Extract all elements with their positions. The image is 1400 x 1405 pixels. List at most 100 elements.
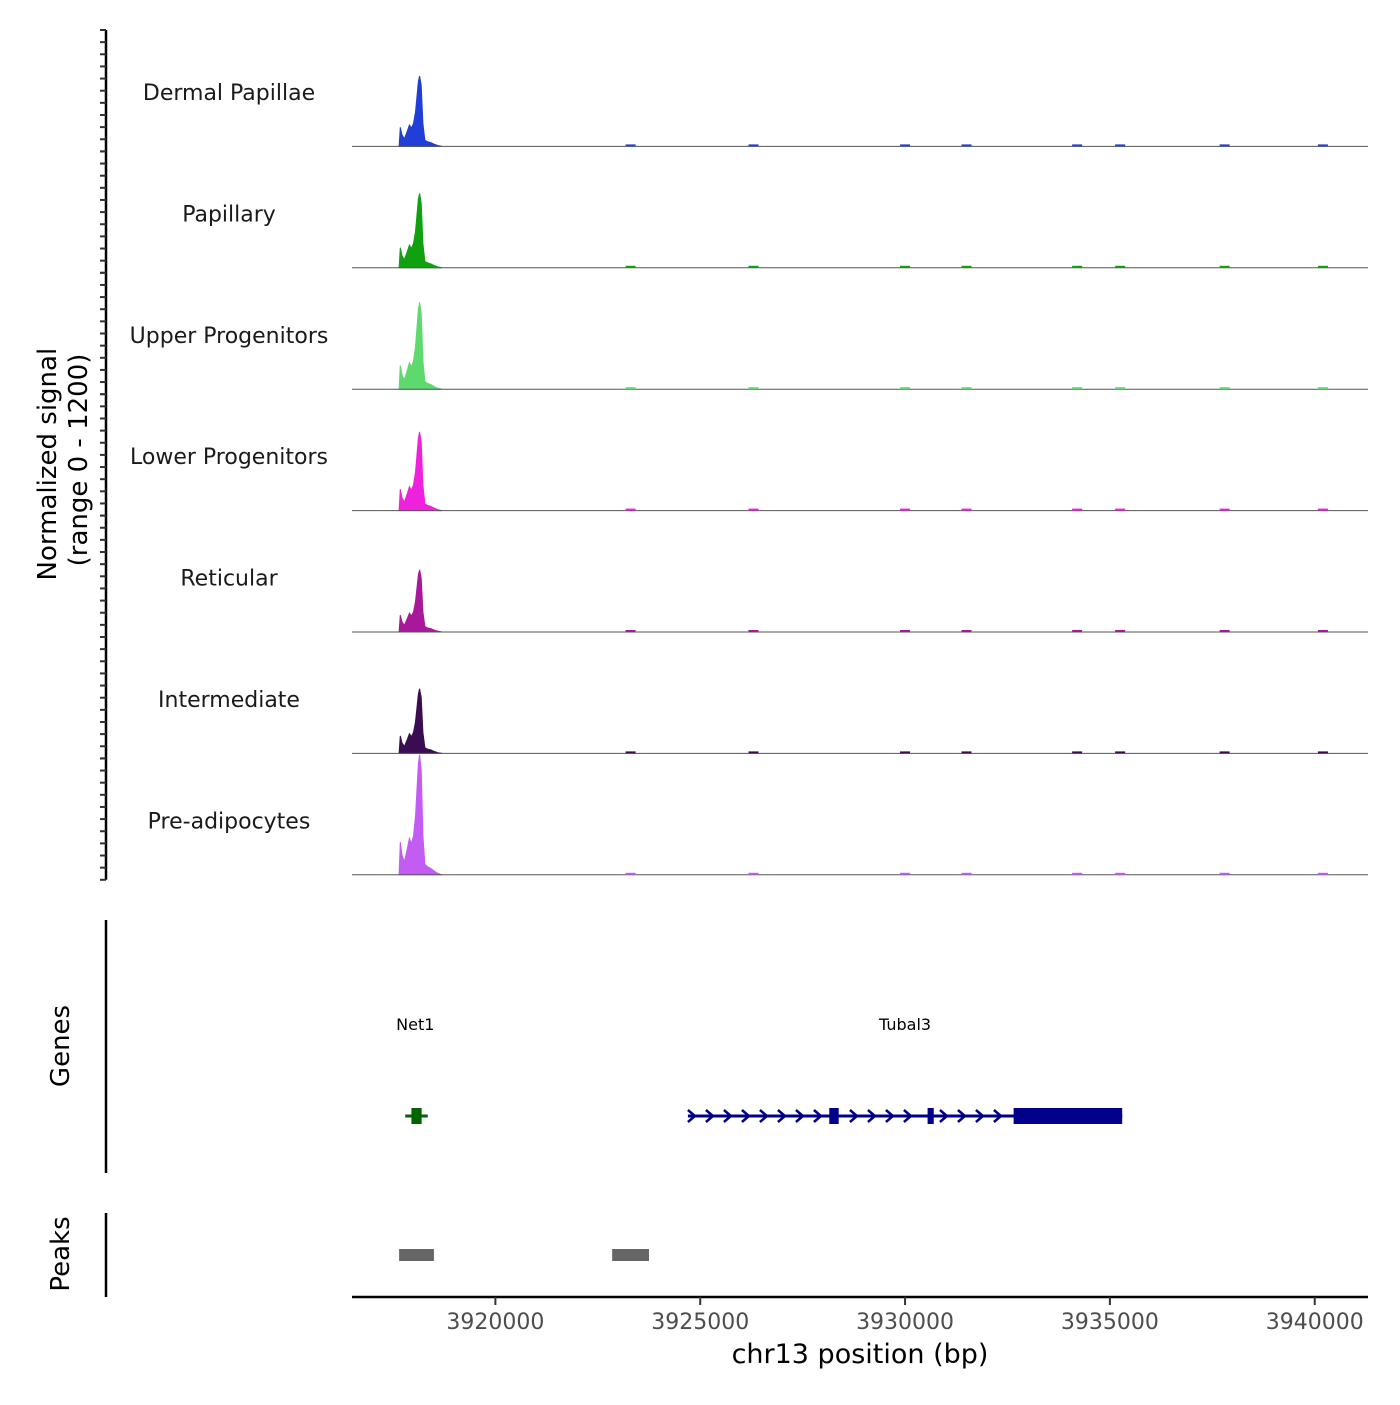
coverage-blip — [961, 265, 972, 268]
coverage-blip — [1115, 265, 1126, 268]
coverage-blip — [748, 265, 759, 268]
track-label: Reticular — [180, 567, 278, 592]
coverage-blip — [1219, 144, 1230, 147]
coverage-blip — [748, 872, 759, 875]
gene-net1: Net1 — [396, 1015, 434, 1124]
coverage-blip — [748, 508, 759, 511]
coverage-blip — [1115, 630, 1126, 632]
gene-tubal3: Tubal3 — [687, 1015, 1123, 1124]
peaks-panel: Peaks — [46, 1213, 650, 1297]
coverage-tracks: Dermal Papillae Papillary Upper Progenitor… — [100, 29, 1368, 881]
strand-chevron — [849, 1109, 859, 1123]
strand-chevron — [903, 1109, 913, 1123]
track-pre-adipocytes: Pre-adipocytes — [148, 754, 1368, 876]
coverage-blip — [1115, 144, 1126, 147]
coverage-blip — [1317, 387, 1328, 390]
coverage-blip — [900, 630, 911, 632]
coverage-blip — [1317, 751, 1328, 754]
x-tick-label: 3925000 — [651, 1310, 749, 1335]
x-axis-title: chr13 position (bp) — [732, 1339, 989, 1370]
coverage-blip — [625, 144, 636, 147]
strand-chevron — [759, 1109, 769, 1123]
coverage-blip — [748, 387, 759, 390]
strand-chevron — [885, 1109, 895, 1123]
track-label: Upper Progenitors — [130, 324, 329, 349]
coverage-blip — [1072, 630, 1083, 632]
track-lower-progenitors: Lower Progenitors — [130, 431, 1368, 512]
coverage-area — [398, 431, 443, 512]
coverage-blip — [1219, 508, 1230, 511]
coverage-area — [398, 569, 443, 633]
coverage-blip — [625, 872, 636, 875]
x-tick-label: 3920000 — [446, 1310, 544, 1335]
strand-chevron — [813, 1109, 823, 1123]
coverage-blip — [961, 630, 972, 632]
coverage-blip — [625, 751, 636, 754]
track-label: Lower Progenitors — [130, 445, 328, 470]
track-reticular: Reticular — [180, 567, 1368, 633]
strand-chevron — [795, 1109, 805, 1123]
strand-chevron — [777, 1109, 787, 1123]
track-label: Pre-adipocytes — [148, 809, 311, 834]
coverage-blip — [900, 751, 911, 754]
x-tick-label: 3930000 — [856, 1310, 954, 1335]
track-label: Papillary — [182, 202, 276, 227]
y-axis-title: Normalized signal (range 0 - 1200) — [33, 340, 94, 581]
strand-chevron — [939, 1109, 949, 1123]
strand-chevron — [741, 1109, 751, 1123]
y-axis-title-line-2: (range 0 - 1200) — [64, 354, 94, 567]
coverage-blip — [961, 144, 972, 147]
peak-region — [399, 1249, 434, 1261]
track-intermediate: Intermediate — [158, 688, 1368, 754]
coverage-blip — [961, 751, 972, 754]
coverage-blip — [1072, 144, 1083, 147]
coverage-blip — [625, 630, 636, 632]
coverage-blip — [1072, 872, 1083, 875]
coverage-blip — [625, 265, 636, 268]
coverage-blip — [1072, 751, 1083, 754]
strand-chevron — [687, 1109, 697, 1123]
coverage-blip — [748, 630, 759, 632]
coverage-blip — [625, 508, 636, 511]
coverage-blip — [900, 144, 911, 147]
gene-exon — [411, 1108, 422, 1124]
coverage-area — [398, 75, 443, 147]
strand-chevron — [993, 1109, 1003, 1123]
coverage-blip — [1115, 387, 1126, 390]
x-tick-label: 3935000 — [1061, 1310, 1159, 1335]
track-label: Intermediate — [158, 688, 300, 713]
genes-panel: Genes Net1 Tubal3 — [46, 920, 1123, 1173]
strand-chevron — [705, 1109, 715, 1123]
coverage-blip — [1317, 508, 1328, 511]
x-tick-label: 3940000 — [1266, 1310, 1364, 1335]
gene-label: Net1 — [396, 1015, 434, 1034]
strand-chevron — [723, 1109, 733, 1123]
coverage-blip — [1317, 872, 1328, 875]
track-papillary: Papillary — [182, 193, 1368, 269]
coverage-blip — [748, 144, 759, 147]
coverage-blip — [961, 872, 972, 875]
coverage-blip — [1219, 630, 1230, 632]
coverage-blip — [1219, 751, 1230, 754]
y-axis-title-line-1: Normalized signal — [33, 348, 63, 581]
coverage-area — [398, 688, 443, 754]
coverage-blip — [1072, 508, 1083, 511]
y-axis-label: Normalized signal (range 0 - 1200) — [33, 340, 94, 581]
coverage-blip — [625, 387, 636, 390]
gene-exon — [1013, 1108, 1123, 1124]
coverage-blip — [1219, 872, 1230, 875]
x-axis: chr13 position (bp) 3920000 3925000 393000… — [352, 1295, 1368, 1370]
gene-label: Tubal3 — [878, 1015, 931, 1034]
coverage-blip — [900, 265, 911, 268]
coverage-blip — [748, 751, 759, 754]
coverage-blip — [1072, 265, 1083, 268]
strand-chevron — [957, 1109, 967, 1123]
coverage-blip — [1219, 387, 1230, 390]
genes-panel-label: Genes — [46, 1005, 76, 1087]
coverage-blip — [900, 508, 911, 511]
coverage-blip — [1317, 144, 1328, 147]
track-dermal-papillae: Dermal Papillae — [143, 75, 1368, 147]
coverage-blip — [1072, 387, 1083, 390]
